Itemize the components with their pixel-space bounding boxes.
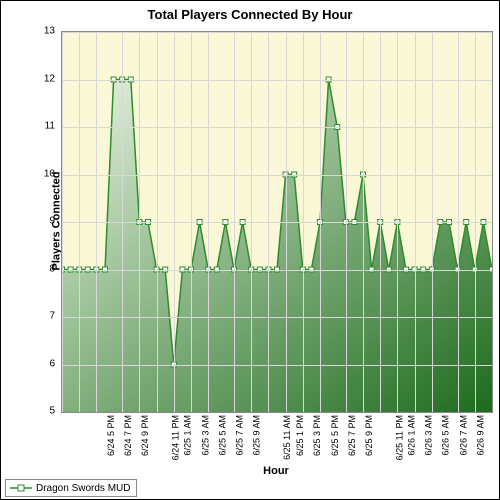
y-tick-label: 10 — [25, 168, 55, 179]
x-tick-label: 6/25 7 AM — [235, 415, 245, 456]
x-tick-label: 6/25 1 AM — [183, 415, 193, 456]
x-tick-label: 6/25 1 PM — [295, 415, 305, 456]
gridline-v — [268, 32, 269, 412]
x-tick-label: 6/26 1 AM — [407, 415, 417, 456]
x-tick-label: 6/24 11 PM — [171, 415, 181, 460]
x-tick-label: 6/24 7 PM — [123, 415, 133, 456]
gridline-h — [62, 222, 492, 223]
legend-swatch — [10, 483, 32, 493]
y-tick-label: 5 — [25, 406, 55, 417]
x-tick-label: 6/26 3 AM — [424, 415, 434, 456]
gridline-v — [208, 32, 209, 412]
gridline-v — [492, 32, 493, 412]
gridline-h — [62, 317, 492, 318]
x-tick-label: 6/25 11 PM — [394, 415, 404, 460]
y-tick-label: 12 — [25, 73, 55, 84]
y-tick-label: 9 — [25, 216, 55, 227]
gridline-v — [475, 32, 476, 412]
x-tick-label: 6/25 11 AM — [282, 415, 292, 460]
gridline-v — [62, 32, 63, 412]
gridline-v — [380, 32, 381, 412]
chart-title: Total Players Connected By Hour — [1, 7, 499, 22]
gridline-v — [191, 32, 192, 412]
gridline-v — [397, 32, 398, 412]
legend: Dragon Swords MUD — [5, 479, 137, 497]
x-tick-label: 6/25 5 AM — [217, 415, 227, 456]
gridline-v — [96, 32, 97, 412]
x-tick-label: 6/25 3 PM — [312, 415, 322, 456]
y-tick-label: 8 — [25, 263, 55, 274]
gridline-v — [286, 32, 287, 412]
x-axis-label: Hour — [61, 465, 491, 477]
gridline-h — [62, 270, 492, 271]
gridline-v — [303, 32, 304, 412]
y-tick-label: 7 — [25, 311, 55, 322]
gridline-v — [234, 32, 235, 412]
x-tick-label: 6/26 5 AM — [441, 415, 451, 456]
x-tick-label: 6/25 9 AM — [252, 415, 262, 456]
gridline-v — [363, 32, 364, 412]
gridline-h — [62, 80, 492, 81]
gridline-v — [122, 32, 123, 412]
gridline-v — [415, 32, 416, 412]
gridline-h — [62, 412, 492, 413]
gridline-v — [79, 32, 80, 412]
gridline-v — [174, 32, 175, 412]
gridline-v — [320, 32, 321, 412]
gridline-h — [62, 127, 492, 128]
x-tick-label: 6/25 5 PM — [330, 415, 340, 456]
y-tick-label: 6 — [25, 358, 55, 369]
x-tick-label: 6/24 5 PM — [106, 415, 116, 456]
legend-label: Dragon Swords MUD — [36, 483, 130, 494]
gridline-v — [157, 32, 158, 412]
gridline-h — [62, 32, 492, 33]
gridline-v — [251, 32, 252, 412]
y-tick-label: 11 — [25, 121, 55, 132]
gridline-h — [62, 365, 492, 366]
x-tick-label: 6/25 7 PM — [347, 415, 357, 456]
plot-area — [61, 31, 493, 413]
y-tick-label: 13 — [25, 26, 55, 37]
x-tick-label: 6/25 9 PM — [364, 415, 374, 456]
x-tick-label: 6/26 9 AM — [475, 415, 485, 456]
gridline-v — [346, 32, 347, 412]
gridline-v — [139, 32, 140, 412]
x-tick-label: 6/24 9 PM — [140, 415, 150, 456]
gridline-v — [432, 32, 433, 412]
x-tick-label: 6/26 7 AM — [458, 415, 468, 456]
gridline-h — [62, 175, 492, 176]
x-tick-label: 6/25 3 AM — [200, 415, 210, 456]
chart-frame: Total Players Connected By Hour Players … — [0, 0, 500, 500]
gridline-v — [458, 32, 459, 412]
